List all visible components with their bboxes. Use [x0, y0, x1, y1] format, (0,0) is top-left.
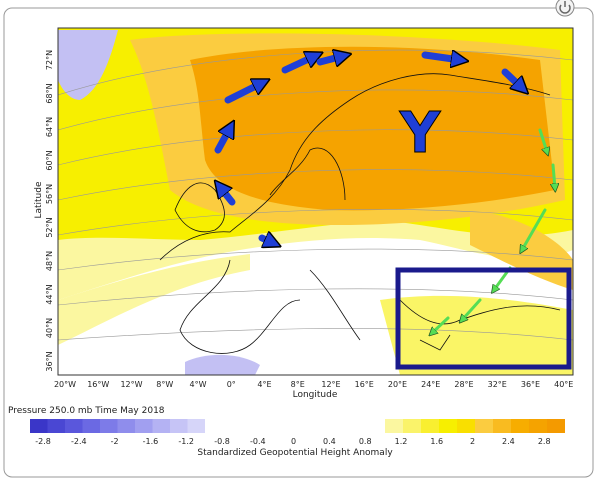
- colorbar-label: 1.6: [430, 437, 443, 446]
- lon-label: 8°E: [291, 380, 305, 389]
- colorbar-label: 0: [291, 437, 296, 446]
- colorbar-swatch: [82, 419, 100, 433]
- colorbar-label: 2.4: [502, 437, 515, 446]
- power-button[interactable]: [555, 0, 575, 17]
- colorbar-swatch: [403, 419, 421, 433]
- colorbar-swatch: [170, 419, 188, 433]
- colorbar-label: 0.4: [323, 437, 336, 446]
- colorbar-label: -0.4: [250, 437, 266, 446]
- colorbar-swatch: [385, 419, 403, 433]
- lon-label: 24°E: [421, 380, 440, 389]
- colorbar-swatch: [529, 419, 547, 433]
- colorbar-label: 2: [470, 437, 475, 446]
- highlight-box: [395, 267, 572, 370]
- lon-label: 36°E: [521, 380, 540, 389]
- lon-label: 40°E: [554, 380, 573, 389]
- lon-label: 12°E: [321, 380, 340, 389]
- annotation: Y: [399, 101, 442, 166]
- lon-label: 0°: [227, 380, 236, 389]
- colorbar-swatch: [187, 419, 205, 433]
- colorbar-label: -2.4: [71, 437, 87, 446]
- lat-label: 60°N: [45, 150, 54, 170]
- colorbar-swatch: [439, 419, 457, 433]
- lon-label: 12°W: [120, 380, 142, 389]
- colorbar-swatch: [135, 419, 153, 433]
- colorbar-label: -2: [111, 437, 119, 446]
- lat-label: 72°N: [45, 50, 54, 70]
- colorbar-swatch: [511, 419, 529, 433]
- lat-label: 48°N: [45, 251, 54, 271]
- lon-label: 4°E: [257, 380, 271, 389]
- colorbar-swatch: [117, 419, 135, 433]
- colorbar-swatch: [493, 419, 511, 433]
- colorbar-label: 1.2: [395, 437, 408, 446]
- colorbar-swatch: [547, 419, 565, 433]
- lon-label: 16°E: [355, 380, 374, 389]
- lon-label: 16°W: [87, 380, 109, 389]
- wind-arrows: [218, 55, 555, 333]
- lat-label: 44°N: [45, 284, 54, 304]
- x-axis-label: Longitude: [293, 390, 338, 400]
- map-border: [57, 27, 574, 376]
- lon-label: 20°W: [54, 380, 76, 389]
- y-axis-label: Latitude: [34, 181, 44, 219]
- lat-label: 56°N: [45, 184, 54, 204]
- colorbar-swatch: [152, 419, 170, 433]
- lon-label: 32°E: [488, 380, 507, 389]
- colorbar-label: 2.8: [538, 437, 551, 446]
- colorbar-swatch: [65, 419, 83, 433]
- colorbar-swatch: [421, 419, 439, 433]
- colorbar-swatch: [47, 419, 65, 433]
- lon-label: 4°W: [190, 380, 207, 389]
- colorbar-caption: Standardized Geopotential Height Anomaly: [197, 448, 393, 458]
- lat-label: 68°N: [45, 83, 54, 103]
- colorbar-label: -0.8: [214, 437, 230, 446]
- colorbar-label: -1.2: [178, 437, 194, 446]
- colorbar-label: -1.6: [143, 437, 159, 446]
- lat-label: 40°N: [45, 318, 54, 338]
- lat-label: 36°N: [45, 351, 54, 371]
- map-title: Pressure 250.0 mb Time May 2018: [8, 406, 165, 416]
- lon-label: 8°W: [156, 380, 173, 389]
- colorbar-swatch: [30, 419, 48, 433]
- colorbar-label: 0.8: [359, 437, 372, 446]
- colorbar-swatch: [475, 419, 493, 433]
- colorbar-swatch: [100, 419, 118, 433]
- lat-label: 52°N: [45, 217, 54, 237]
- colorbar-label: -2.8: [35, 437, 51, 446]
- colorbar-swatch: [457, 419, 475, 433]
- lon-label: 28°E: [454, 380, 473, 389]
- lon-label: 20°E: [388, 380, 407, 389]
- colorbar: -2.8 -2.4 -2 -1.6 -1.2 -0.8 -0.4 0 0.4 0.8 1.2 1.6 2…: [30, 419, 565, 446]
- map: [58, 28, 573, 375]
- lat-label: 64°N: [45, 117, 54, 137]
